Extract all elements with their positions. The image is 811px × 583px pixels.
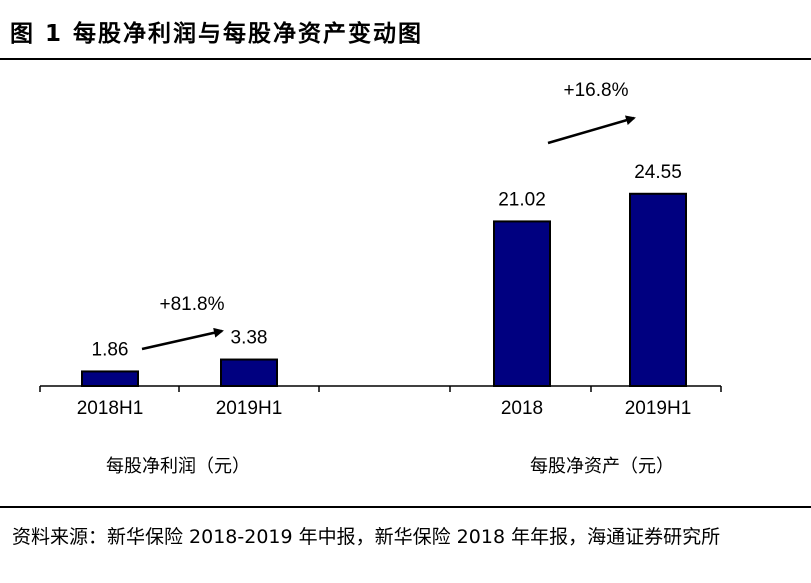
figure-title: 图 1 每股净利润与每股净资产变动图 [10, 21, 424, 47]
data-label: 21.02 [498, 189, 546, 210]
group-label: 每股净资产（元） [530, 456, 674, 477]
category-tick-label: 2019H1 [216, 398, 283, 419]
data-label: 1.86 [92, 339, 129, 360]
title-rule [0, 58, 811, 60]
labels-layer: 1.86 2018H1 3.38 2019H1 +81.8% 每股净利润（元） 21.02 2… [77, 80, 692, 477]
bar-chart: 1.86 2018H1 3.38 2019H1 +81.8% 每股净利润（元） 21.02 2… [39, 80, 722, 477]
change-annotation: +16.8% [564, 80, 629, 101]
change-arrow [141, 327, 224, 351]
data-label: 24.55 [634, 162, 682, 183]
change-annotation: +81.8% [160, 294, 225, 315]
category-tick-label: 2018 [501, 398, 543, 419]
data-label: 3.38 [231, 328, 268, 349]
bar [629, 192, 687, 387]
bar [81, 370, 139, 387]
source-rule [0, 506, 811, 508]
source-note: 资料来源：新华保险 2018-2019 年中报，新华保险 2018 年年报，海通… [12, 526, 721, 548]
bar [493, 220, 551, 387]
bar [220, 358, 278, 388]
change-arrow [547, 115, 636, 145]
category-tick-label: 2019H1 [625, 398, 692, 419]
category-tick-label: 2018H1 [77, 398, 144, 419]
group-label: 每股净利润（元） [106, 456, 250, 477]
bars-layer [39, 115, 722, 392]
title-bar: 图 1 每股净利润与每股净资产变动图 [0, 0, 811, 58]
